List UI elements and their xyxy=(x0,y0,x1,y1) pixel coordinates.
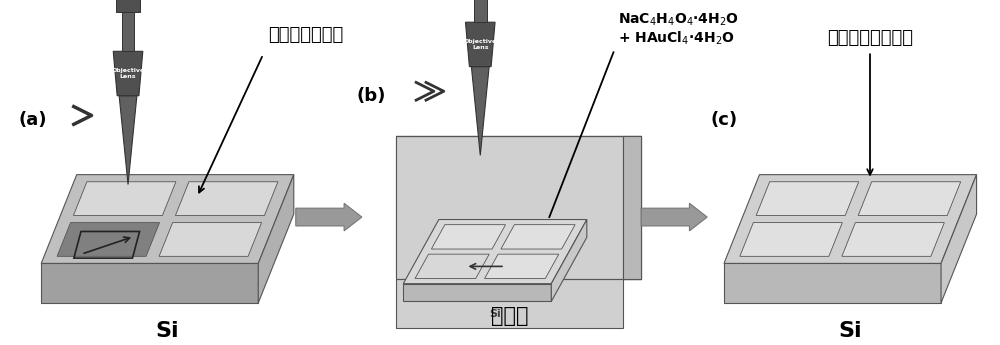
Polygon shape xyxy=(485,254,559,278)
Polygon shape xyxy=(501,225,575,249)
FancyArrow shape xyxy=(641,203,707,231)
Polygon shape xyxy=(623,136,641,279)
Polygon shape xyxy=(941,175,977,303)
Text: Si: Si xyxy=(489,309,501,319)
Text: 光还原: 光还原 xyxy=(491,306,529,326)
Text: (a): (a) xyxy=(19,111,47,129)
Polygon shape xyxy=(858,182,961,216)
Polygon shape xyxy=(258,175,294,303)
Polygon shape xyxy=(175,182,278,216)
Polygon shape xyxy=(740,223,842,256)
Polygon shape xyxy=(471,67,489,155)
Polygon shape xyxy=(623,136,641,279)
Polygon shape xyxy=(73,182,176,216)
Bar xyxy=(122,12,134,51)
Text: (c): (c) xyxy=(710,111,737,129)
Polygon shape xyxy=(403,219,587,284)
Text: + HAuCl$_4$·4H$_2$O: + HAuCl$_4$·4H$_2$O xyxy=(618,30,735,47)
Text: 表面周期性结构: 表面周期性结构 xyxy=(268,27,343,45)
Bar xyxy=(116,0,140,12)
Polygon shape xyxy=(415,254,489,278)
Bar xyxy=(474,0,487,22)
Polygon shape xyxy=(119,96,137,185)
Polygon shape xyxy=(724,175,977,264)
Polygon shape xyxy=(465,22,495,67)
Text: (b): (b) xyxy=(357,87,386,105)
Text: Si: Si xyxy=(838,321,862,341)
Polygon shape xyxy=(431,225,506,249)
Polygon shape xyxy=(113,51,143,96)
Text: 形貌可控的金颗粒: 形貌可控的金颗粒 xyxy=(827,29,913,47)
Polygon shape xyxy=(396,136,623,328)
Polygon shape xyxy=(403,284,551,302)
Text: Si: Si xyxy=(156,321,179,341)
Text: NaC$_4$H$_4$O$_4$·4H$_2$O: NaC$_4$H$_4$O$_4$·4H$_2$O xyxy=(618,11,740,28)
Polygon shape xyxy=(159,223,262,256)
Polygon shape xyxy=(724,264,941,303)
Polygon shape xyxy=(41,175,294,264)
Polygon shape xyxy=(414,136,641,279)
Text: Objective
Lens: Objective Lens xyxy=(111,68,145,79)
Polygon shape xyxy=(57,223,160,256)
Polygon shape xyxy=(551,219,587,302)
FancyArrow shape xyxy=(296,203,362,231)
Text: Objective
Lens: Objective Lens xyxy=(464,39,497,50)
Polygon shape xyxy=(756,182,859,216)
Polygon shape xyxy=(396,136,414,279)
Polygon shape xyxy=(41,264,258,303)
Polygon shape xyxy=(842,223,944,256)
